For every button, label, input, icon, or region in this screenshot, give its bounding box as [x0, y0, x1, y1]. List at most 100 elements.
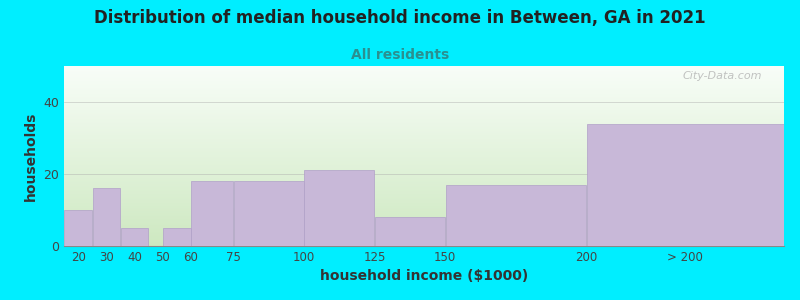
- Bar: [64, 188, 784, 189]
- Bar: [64, 176, 784, 177]
- Bar: [64, 189, 784, 190]
- Bar: [64, 242, 784, 243]
- Bar: [64, 124, 784, 125]
- Bar: [64, 78, 784, 79]
- Bar: [64, 126, 784, 127]
- Bar: [64, 181, 784, 182]
- Bar: [64, 190, 784, 191]
- Bar: [64, 111, 784, 112]
- Bar: [64, 110, 784, 111]
- Bar: [64, 84, 784, 85]
- Bar: [64, 220, 784, 221]
- Bar: [64, 134, 784, 135]
- Bar: [64, 232, 784, 233]
- Bar: [64, 214, 784, 215]
- Bar: [64, 83, 784, 84]
- Bar: [64, 179, 784, 180]
- Bar: [64, 213, 784, 214]
- Bar: [64, 206, 784, 207]
- Bar: [64, 156, 784, 157]
- Bar: [64, 162, 784, 163]
- Bar: [64, 235, 784, 236]
- Bar: [64, 233, 784, 234]
- Bar: [64, 74, 784, 75]
- Bar: [64, 120, 784, 121]
- Bar: [64, 136, 784, 137]
- Bar: [64, 121, 784, 122]
- Bar: [64, 95, 784, 96]
- Bar: [64, 99, 784, 100]
- Bar: [64, 193, 784, 194]
- Bar: [64, 208, 784, 209]
- Bar: [64, 239, 784, 240]
- Bar: [64, 105, 784, 106]
- Bar: [64, 89, 784, 90]
- Bar: [64, 106, 784, 107]
- Bar: [64, 103, 784, 104]
- Bar: [93, 188, 120, 246]
- Bar: [64, 183, 784, 184]
- Bar: [64, 94, 784, 95]
- Bar: [64, 175, 784, 176]
- Bar: [64, 227, 784, 228]
- Bar: [64, 184, 784, 185]
- Bar: [64, 223, 784, 224]
- Bar: [191, 181, 233, 246]
- Bar: [64, 224, 784, 225]
- Bar: [64, 143, 784, 144]
- Bar: [64, 109, 784, 110]
- Bar: [64, 104, 784, 105]
- Bar: [64, 76, 784, 77]
- Bar: [64, 154, 784, 155]
- Bar: [64, 96, 784, 97]
- Bar: [234, 181, 303, 246]
- Bar: [64, 171, 784, 172]
- Bar: [64, 170, 784, 171]
- Bar: [64, 142, 784, 143]
- Bar: [64, 243, 784, 244]
- Bar: [64, 141, 784, 142]
- Bar: [64, 174, 784, 175]
- Bar: [64, 80, 784, 81]
- Bar: [64, 137, 784, 138]
- Bar: [64, 116, 784, 117]
- Bar: [64, 79, 784, 80]
- Bar: [64, 131, 784, 132]
- Bar: [64, 199, 784, 200]
- Bar: [64, 222, 784, 223]
- Bar: [64, 135, 784, 136]
- Bar: [64, 219, 784, 220]
- Bar: [64, 144, 784, 145]
- Bar: [64, 204, 784, 205]
- Bar: [65, 210, 92, 246]
- Bar: [64, 100, 784, 101]
- Text: Distribution of median household income in Between, GA in 2021: Distribution of median household income …: [94, 9, 706, 27]
- Bar: [64, 221, 784, 222]
- Bar: [64, 182, 784, 183]
- Bar: [375, 217, 445, 246]
- Bar: [64, 145, 784, 146]
- Bar: [64, 161, 784, 162]
- Bar: [64, 66, 784, 67]
- Bar: [64, 69, 784, 70]
- Bar: [64, 165, 784, 166]
- Bar: [64, 108, 784, 109]
- Bar: [64, 169, 784, 170]
- Bar: [64, 166, 784, 167]
- Bar: [64, 159, 784, 160]
- Bar: [64, 160, 784, 161]
- X-axis label: household income ($1000): household income ($1000): [320, 269, 528, 284]
- Bar: [64, 201, 784, 202]
- Bar: [64, 97, 784, 98]
- Bar: [64, 115, 784, 116]
- Bar: [64, 197, 784, 198]
- Bar: [64, 122, 784, 123]
- Bar: [64, 210, 784, 211]
- Bar: [64, 130, 784, 131]
- Bar: [64, 70, 784, 71]
- Bar: [64, 132, 784, 133]
- Bar: [64, 196, 784, 197]
- Bar: [64, 85, 784, 86]
- Bar: [64, 158, 784, 159]
- Bar: [64, 203, 784, 204]
